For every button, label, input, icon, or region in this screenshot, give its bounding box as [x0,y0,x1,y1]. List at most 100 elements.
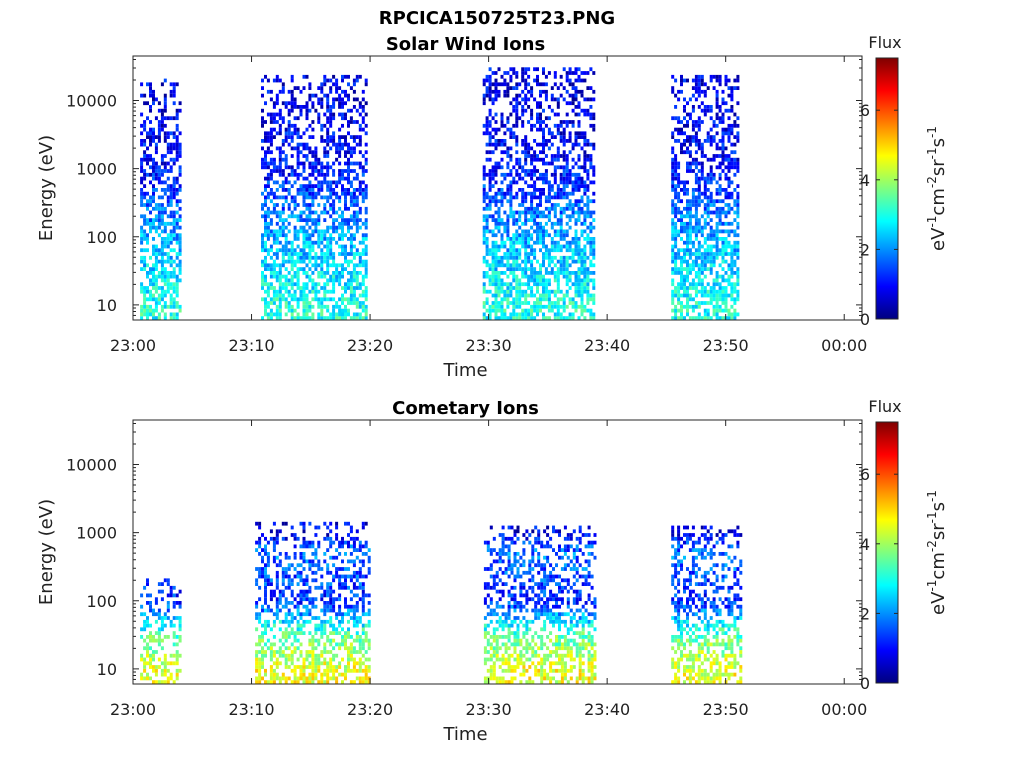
heatmap-cell [347,124,350,128]
heatmap-cell [671,150,674,154]
heatmap-cell [548,196,551,200]
heatmap-cell [323,673,326,677]
heatmap-cell [297,301,300,305]
heatmap-cell [314,578,317,582]
heatmap-cell [498,294,501,298]
heatmap-cell [589,124,592,128]
heatmap-cell [677,316,680,320]
heatmap-cell [554,75,557,79]
heatmap-cell [698,105,701,109]
heatmap-cell [285,567,288,571]
heatmap-cell [297,237,300,241]
heatmap-cell [282,245,285,249]
heatmap-cell [503,252,506,256]
heatmap-cell [155,150,158,154]
heatmap-cell [308,301,311,305]
heatmap-cell [264,188,267,192]
heatmap-cell [314,94,317,98]
heatmap-cell [332,75,335,79]
heatmap-cell [524,94,527,98]
heatmap-cell [300,184,303,188]
heatmap-cell [545,290,548,294]
heatmap-cell [539,128,542,132]
heatmap-cell [575,309,578,313]
heatmap-cell [332,578,335,582]
heatmap-cell [297,627,300,631]
heatmap-cell [563,184,566,188]
heatmap-cell [589,143,592,147]
heatmap-cell [365,309,368,313]
heatmap-cell [492,214,495,218]
heatmap-cell [719,211,722,215]
heatmap-cell [261,624,264,628]
heatmap-cell [689,256,692,260]
heatmap-cell [306,188,309,192]
heatmap-cell [563,237,566,241]
heatmap-cell [176,305,179,309]
heatmap-cell [566,75,569,79]
heatmap-cell [495,275,498,279]
heatmap-cell [698,230,701,234]
heatmap-cell [674,139,677,143]
heatmap-cell [530,279,533,283]
heatmap-cell [563,196,566,200]
heatmap-cell [285,597,288,601]
heatmap-cell [167,196,170,200]
heatmap-cell [583,271,586,275]
heatmap-cell [332,173,335,177]
heatmap-cell [572,260,575,264]
heatmap-cell [489,282,492,286]
heatmap-cell [583,260,586,264]
heatmap-cell [306,214,309,218]
heatmap-cell [152,294,155,298]
heatmap-cell [338,143,341,147]
heatmap-cell [536,211,539,215]
heatmap-cell [140,316,143,320]
heatmap-cell [261,575,264,579]
heatmap-cell [548,207,551,211]
heatmap-cell [314,533,317,537]
heatmap-cell [542,67,545,71]
heatmap-cell [701,147,704,151]
heatmap-cell [176,601,179,605]
heatmap-cell [329,522,332,526]
heatmap-cell [698,252,701,256]
heatmap-cell [143,203,146,207]
heatmap-cell [545,233,548,237]
heatmap-cell [524,237,527,241]
heatmap-cell [158,286,161,290]
heatmap-cell [314,256,317,260]
heatmap-cell [323,207,326,211]
heatmap-cell [707,237,710,241]
heatmap-cell [300,665,303,669]
heatmap-cell [149,282,152,286]
heatmap-cell [365,218,368,222]
heatmap-cell [285,297,288,301]
heatmap-cell [692,105,695,109]
heatmap-cell [359,105,362,109]
heatmap-cell [578,90,581,94]
heatmap-cell [335,665,338,669]
heatmap-cell [509,199,512,203]
heatmap-cell [589,279,592,283]
heatmap-cell [701,263,704,267]
heatmap-cell [498,192,501,196]
heatmap-cell [701,101,704,105]
heatmap-cell [320,267,323,271]
heatmap-cell [155,279,158,283]
heatmap-cell [583,135,586,139]
heatmap-cell [563,207,566,211]
heatmap-cell [498,260,501,264]
heatmap-cell [161,590,164,594]
heatmap-cell [353,218,356,222]
heatmap-cell [551,94,554,98]
heatmap-cell [518,162,521,166]
heatmap-cell [518,294,521,298]
heatmap-cell [170,316,173,320]
heatmap-cell [279,309,282,313]
heatmap-cell [341,294,344,298]
heatmap-cell [725,82,728,86]
heatmap-cell [314,646,317,650]
heatmap-cell [492,71,495,75]
heatmap-cell [167,282,170,286]
